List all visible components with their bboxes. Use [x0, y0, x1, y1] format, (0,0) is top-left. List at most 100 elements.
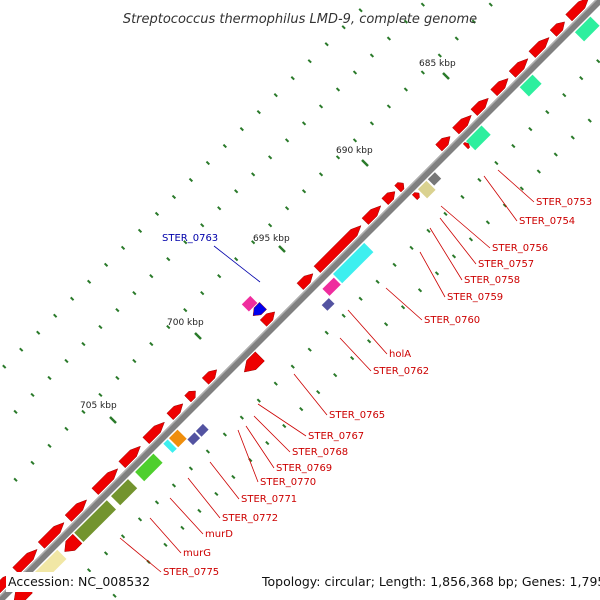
tick-mark [120, 534, 126, 539]
tick-mark [341, 25, 346, 30]
leader-line [339, 337, 372, 372]
tick-mark [222, 143, 227, 149]
tick-mark [81, 409, 86, 415]
tick-mark [205, 449, 211, 454]
gene-label-ster-0771[interactable]: STER_0771 [241, 494, 297, 505]
tick-mark [350, 356, 355, 361]
tick-mark [251, 240, 256, 245]
gene-arrow-forward [411, 192, 420, 201]
map-title: Streptococcus thermophilus LMD-9, comple… [123, 12, 477, 27]
genome-summary-text: Topology: circular; Length: 1,856,368 bp… [261, 574, 600, 589]
tick-mark [299, 406, 304, 412]
gene-label-ster-0759[interactable]: STER_0759 [447, 292, 503, 303]
tick-mark [400, 305, 406, 310]
tick-mark [545, 109, 550, 115]
tick-mark [562, 93, 567, 98]
tick-mark [197, 508, 202, 514]
tick-mark [454, 36, 459, 41]
tick-mark [366, 339, 372, 344]
gene-label-ster-0757[interactable]: STER_0757 [478, 259, 534, 270]
tick-mark [30, 392, 35, 398]
gene-arrow-forward [91, 468, 119, 495]
gene-block-hola [322, 277, 341, 296]
gene-arrow-forward [259, 311, 276, 327]
gene-arrow-forward [361, 205, 382, 225]
gene-block-ster-0769 [169, 429, 187, 448]
gene-label-ster-0765[interactable]: STER_0765 [329, 410, 385, 421]
gene-label-murg[interactable]: murG [183, 548, 211, 559]
gene-arrow-forward [452, 114, 472, 135]
major-tick-mark [278, 245, 286, 253]
gene-label-murd[interactable]: murD [205, 529, 233, 540]
gene-label-ster-0758[interactable]: STER_0758 [464, 275, 520, 286]
tick-mark [256, 398, 261, 403]
gene-arrow-forward [549, 21, 565, 37]
tick-mark [251, 172, 256, 177]
tick-mark [358, 296, 363, 301]
footer-bar: Accession: NC_008532 Topology: circular;… [6, 572, 600, 592]
tick-mark [239, 126, 244, 132]
tick-mark [318, 172, 324, 177]
gene-label-ster-0763[interactable]: STER_0763 [162, 233, 218, 244]
tick-mark [13, 477, 18, 482]
tick-mark [103, 262, 109, 267]
gene-block-ster-0754 [466, 125, 491, 151]
leader-line [440, 205, 491, 249]
gene-label-ster-0770[interactable]: STER_0770 [260, 477, 316, 488]
gene-label-hola[interactable]: holA [389, 349, 411, 360]
gene-label-ster-0767[interactable]: STER_0767 [308, 431, 364, 442]
gene-label-ster-0754[interactable]: STER_0754 [519, 216, 575, 227]
gene-label-ster-0768[interactable]: STER_0768 [292, 447, 348, 458]
tick-mark [234, 257, 239, 262]
tick-mark [468, 237, 474, 242]
leader-line [439, 217, 477, 265]
tick-mark [528, 126, 533, 132]
gene-arrow-forward [528, 37, 550, 58]
gene-block-ster-0768 [187, 432, 201, 446]
tick-mark [217, 274, 222, 279]
gene-label-ster-0753[interactable]: STER_0753 [536, 197, 592, 208]
gene-arrow-forward [381, 191, 396, 206]
tick-mark [443, 211, 448, 217]
label-leaders [119, 169, 535, 573]
tick-mark [333, 373, 338, 378]
tick-mark [267, 155, 273, 160]
gene-arrow-forward [394, 182, 405, 193]
gene-label-ster-0772[interactable]: STER_0772 [222, 513, 278, 524]
gene-label-ster-0762[interactable]: STER_0762 [373, 366, 429, 377]
leader-line [429, 227, 463, 281]
tick-mark [417, 288, 423, 293]
accession-text: Accession: NC_008532 [8, 574, 150, 589]
tick-mark [171, 194, 177, 200]
tick-mark [154, 500, 160, 505]
tick-mark [570, 135, 575, 140]
gene-arrow-forward [166, 403, 184, 421]
tick-mark [200, 290, 205, 296]
tick-mark [437, 53, 442, 58]
position-label-705: 705 kbp [80, 401, 117, 411]
footer-accession-bg [6, 572, 152, 592]
tick-mark [383, 322, 389, 327]
tick-mark [596, 59, 600, 64]
gene-label-ster-0769[interactable]: STER_0769 [276, 463, 332, 474]
leader-line [149, 517, 182, 554]
gene-arrow-forward [201, 369, 218, 385]
tick-mark [341, 313, 346, 318]
gene-arrow-ster-0763 [252, 301, 267, 316]
tick-mark [86, 279, 92, 284]
gene-label-ster-0760[interactable]: STER_0760 [424, 315, 480, 326]
tick-mark [149, 274, 154, 279]
position-labels: 685 kbp 690 kbp 695 kbp 700 kbp 705 kbp [80, 59, 456, 411]
gene-label-ster-0756[interactable]: STER_0756 [492, 243, 548, 254]
leader-line [237, 429, 259, 483]
tick-mark [471, 19, 476, 24]
tick-mark [386, 36, 392, 41]
gene-arrow-forward [37, 522, 65, 549]
tick-mark [587, 118, 592, 123]
gene-label-ster-0775[interactable]: STER_0775 [163, 567, 219, 578]
tick-mark [86, 568, 92, 573]
tick-mark [579, 76, 584, 81]
tick-mark [265, 440, 270, 446]
tick-mark [256, 109, 261, 115]
